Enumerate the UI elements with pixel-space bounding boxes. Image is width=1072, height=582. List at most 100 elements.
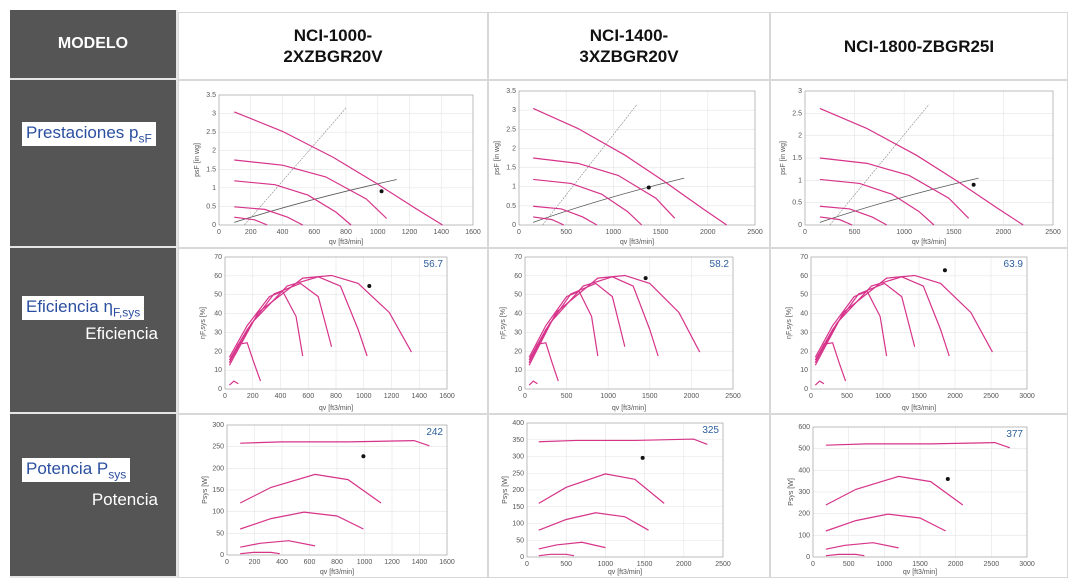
x-tick-label: 500 <box>560 229 572 236</box>
x-tick-label: 1000 <box>877 561 893 568</box>
plot-frame <box>518 90 756 226</box>
plot-frame <box>224 256 448 390</box>
y-tick-label: 0 <box>520 554 524 561</box>
series-line <box>240 511 364 530</box>
value-label: 377 <box>1006 429 1023 440</box>
model-name-1: NCI-1000- 2XZBGR20V <box>283 26 383 66</box>
y-tick-label: 40 <box>800 311 808 318</box>
x-tick-label: 0 <box>225 559 229 566</box>
x-tick-label: 600 <box>308 229 320 236</box>
chart-eficiencia-1400: 0 500 1000 1500 2000 2500 0 10 20 30 40 50 60 70 qv [f… <box>500 254 741 412</box>
operating-point <box>361 454 366 459</box>
plot-frame <box>218 94 474 226</box>
chart-prestaciones-1800: 0 500 1000 1500 2000 2500 0 0.5 1 1.5 2 2.5 3 qv [ft3… <box>780 88 1061 246</box>
plot-frame <box>812 426 1028 558</box>
series-line <box>528 274 701 366</box>
row-label-prestaciones: Prestaciones psF <box>10 80 178 248</box>
x-tick-label: 1600 <box>439 393 455 400</box>
y-axis-label: Psys [W] <box>502 476 509 504</box>
x-axis-label: qv [ft3/min] <box>612 405 646 412</box>
x-tick-label: 1000 <box>370 229 386 236</box>
x-tick-label: 1200 <box>384 559 400 566</box>
y-tick-label: 50 <box>216 530 224 537</box>
x-tick-label: 1400 <box>411 393 427 400</box>
row-label-potencia: Potencia Psys Potencia <box>10 414 178 578</box>
y-tick-label: 2.5 <box>792 110 802 117</box>
x-tick-label: 0 <box>809 393 813 400</box>
y-tick-label: 300 <box>798 489 810 496</box>
y-tick-label: 30 <box>514 329 522 336</box>
x-tick-label: 2000 <box>948 561 964 568</box>
x-tick-label: 1500 <box>946 229 962 236</box>
y-tick-label: 200 <box>512 487 524 494</box>
x-axis-label: qv [ft3/min] <box>620 239 654 246</box>
y-tick-label: 1 <box>512 184 516 191</box>
chart-prestaciones-1000: 0 200 400 600 800 1000 1200 1400 1600 0 0.5 1 1.5 2 2.… <box>194 92 481 246</box>
series-line <box>228 342 262 382</box>
x-tick-label: 1600 <box>465 229 481 236</box>
x-tick-label: 3000 <box>1019 393 1035 400</box>
x-tick-label: 800 <box>330 393 342 400</box>
y-tick-label: 500 <box>798 446 810 453</box>
x-axis-label: qv [ft3/min] <box>608 569 642 576</box>
x-tick-label: 1500 <box>637 561 653 568</box>
value-label: 58.2 <box>710 259 730 270</box>
x-tick-label: 500 <box>843 561 855 568</box>
chart-potencia-1800: 0 500 1000 1500 2000 2500 3000 0 100 200 300 400 500… <box>788 424 1035 576</box>
operating-point <box>971 182 976 187</box>
y-tick-label: 10 <box>214 367 222 374</box>
y-axis-label: psF [in wg] <box>780 141 787 175</box>
modelo-header: MODELO <box>10 10 178 80</box>
x-tick-label: 2000 <box>700 229 716 236</box>
y-tick-label: 3 <box>212 111 216 118</box>
series-line <box>825 441 1011 449</box>
limit-curve <box>542 104 638 226</box>
series-line <box>533 157 676 219</box>
y-tick-label: 1.5 <box>792 155 802 162</box>
series-line <box>825 553 865 557</box>
column-header-1: NCI-1000- 2XZBGR20V <box>178 12 488 80</box>
row-label-eficiencia: Eficiencia ηF,sys Eficiencia <box>10 248 178 414</box>
series-line <box>819 216 853 226</box>
plot-frame <box>810 256 1028 390</box>
y-tick-label: 200 <box>212 465 224 472</box>
x-tick-label: 1000 <box>357 559 373 566</box>
series-line <box>240 551 280 555</box>
operating-point <box>945 477 950 481</box>
y-tick-label: 300 <box>512 454 524 461</box>
series-line <box>234 159 388 219</box>
system-curve <box>819 177 979 223</box>
x-tick-label: 0 <box>517 229 521 236</box>
y-tick-label: 10 <box>514 367 522 374</box>
potencia-secondary: Potencia <box>91 490 158 509</box>
x-tick-label: 0 <box>811 561 815 568</box>
x-tick-label: 0 <box>523 393 527 400</box>
y-tick-label: 100 <box>212 509 224 516</box>
y-tick-label: 600 <box>798 424 810 431</box>
chart-prestaciones-1400: 0 500 1000 1500 2000 2500 0 0.5 1 1.5 2 2.5 3 3.5 qv [… <box>494 88 763 246</box>
series-line <box>814 282 916 361</box>
x-tick-label: 200 <box>247 393 259 400</box>
column-header-3: NCI-1800-ZBGR25I <box>770 12 1068 80</box>
y-tick-label: 150 <box>512 504 524 511</box>
limit-curve <box>244 107 347 226</box>
x-tick-label: 400 <box>276 559 288 566</box>
y-tick-label: 30 <box>214 329 222 336</box>
x-tick-label: 0 <box>223 393 227 400</box>
series-line <box>814 380 825 386</box>
series-line <box>538 553 575 557</box>
series-line <box>814 274 993 366</box>
x-tick-label: 2000 <box>676 561 692 568</box>
x-tick-label: 2500 <box>1045 229 1061 236</box>
x-tick-label: 3000 <box>1019 561 1035 568</box>
value-label: 63.9 <box>1004 259 1024 270</box>
x-tick-label: 2500 <box>984 561 1000 568</box>
y-tick-label: 250 <box>512 470 524 477</box>
y-tick-label: 200 <box>798 511 810 518</box>
y-tick-label: 0 <box>518 386 522 393</box>
y-tick-label: 60 <box>514 273 522 280</box>
model-name-3: NCI-1800-ZBGR25I <box>843 36 995 56</box>
x-tick-label: 1200 <box>402 229 418 236</box>
system-curve <box>533 177 685 223</box>
y-tick-label: 2.5 <box>506 126 516 133</box>
